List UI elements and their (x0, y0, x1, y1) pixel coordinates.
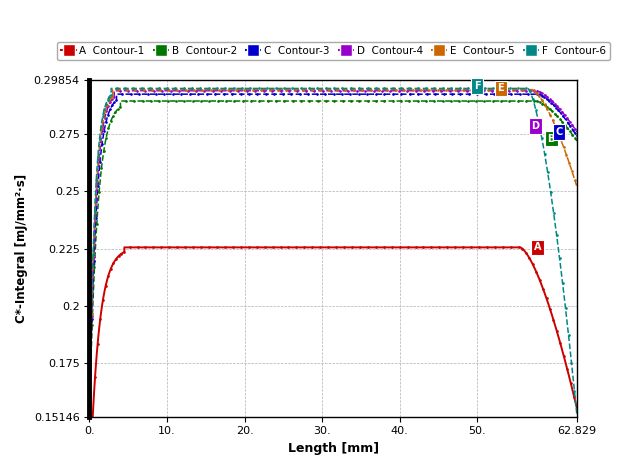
Text: A: A (534, 243, 541, 252)
Text: D: D (531, 121, 540, 131)
Text: B: B (547, 134, 555, 144)
Text: F: F (474, 81, 481, 91)
Text: C: C (555, 127, 563, 137)
Legend: A  Contour-1, B  Contour-2, C  Contour-3, D  Contour-4, E  Contour-5, F  Contour: A Contour-1, B Contour-2, C Contour-3, D… (56, 42, 610, 60)
Y-axis label: C*-Integral [mJ/mm²·s]: C*-Integral [mJ/mm²·s] (15, 174, 28, 323)
Text: E: E (498, 84, 504, 94)
X-axis label: Length [mm]: Length [mm] (287, 442, 379, 455)
